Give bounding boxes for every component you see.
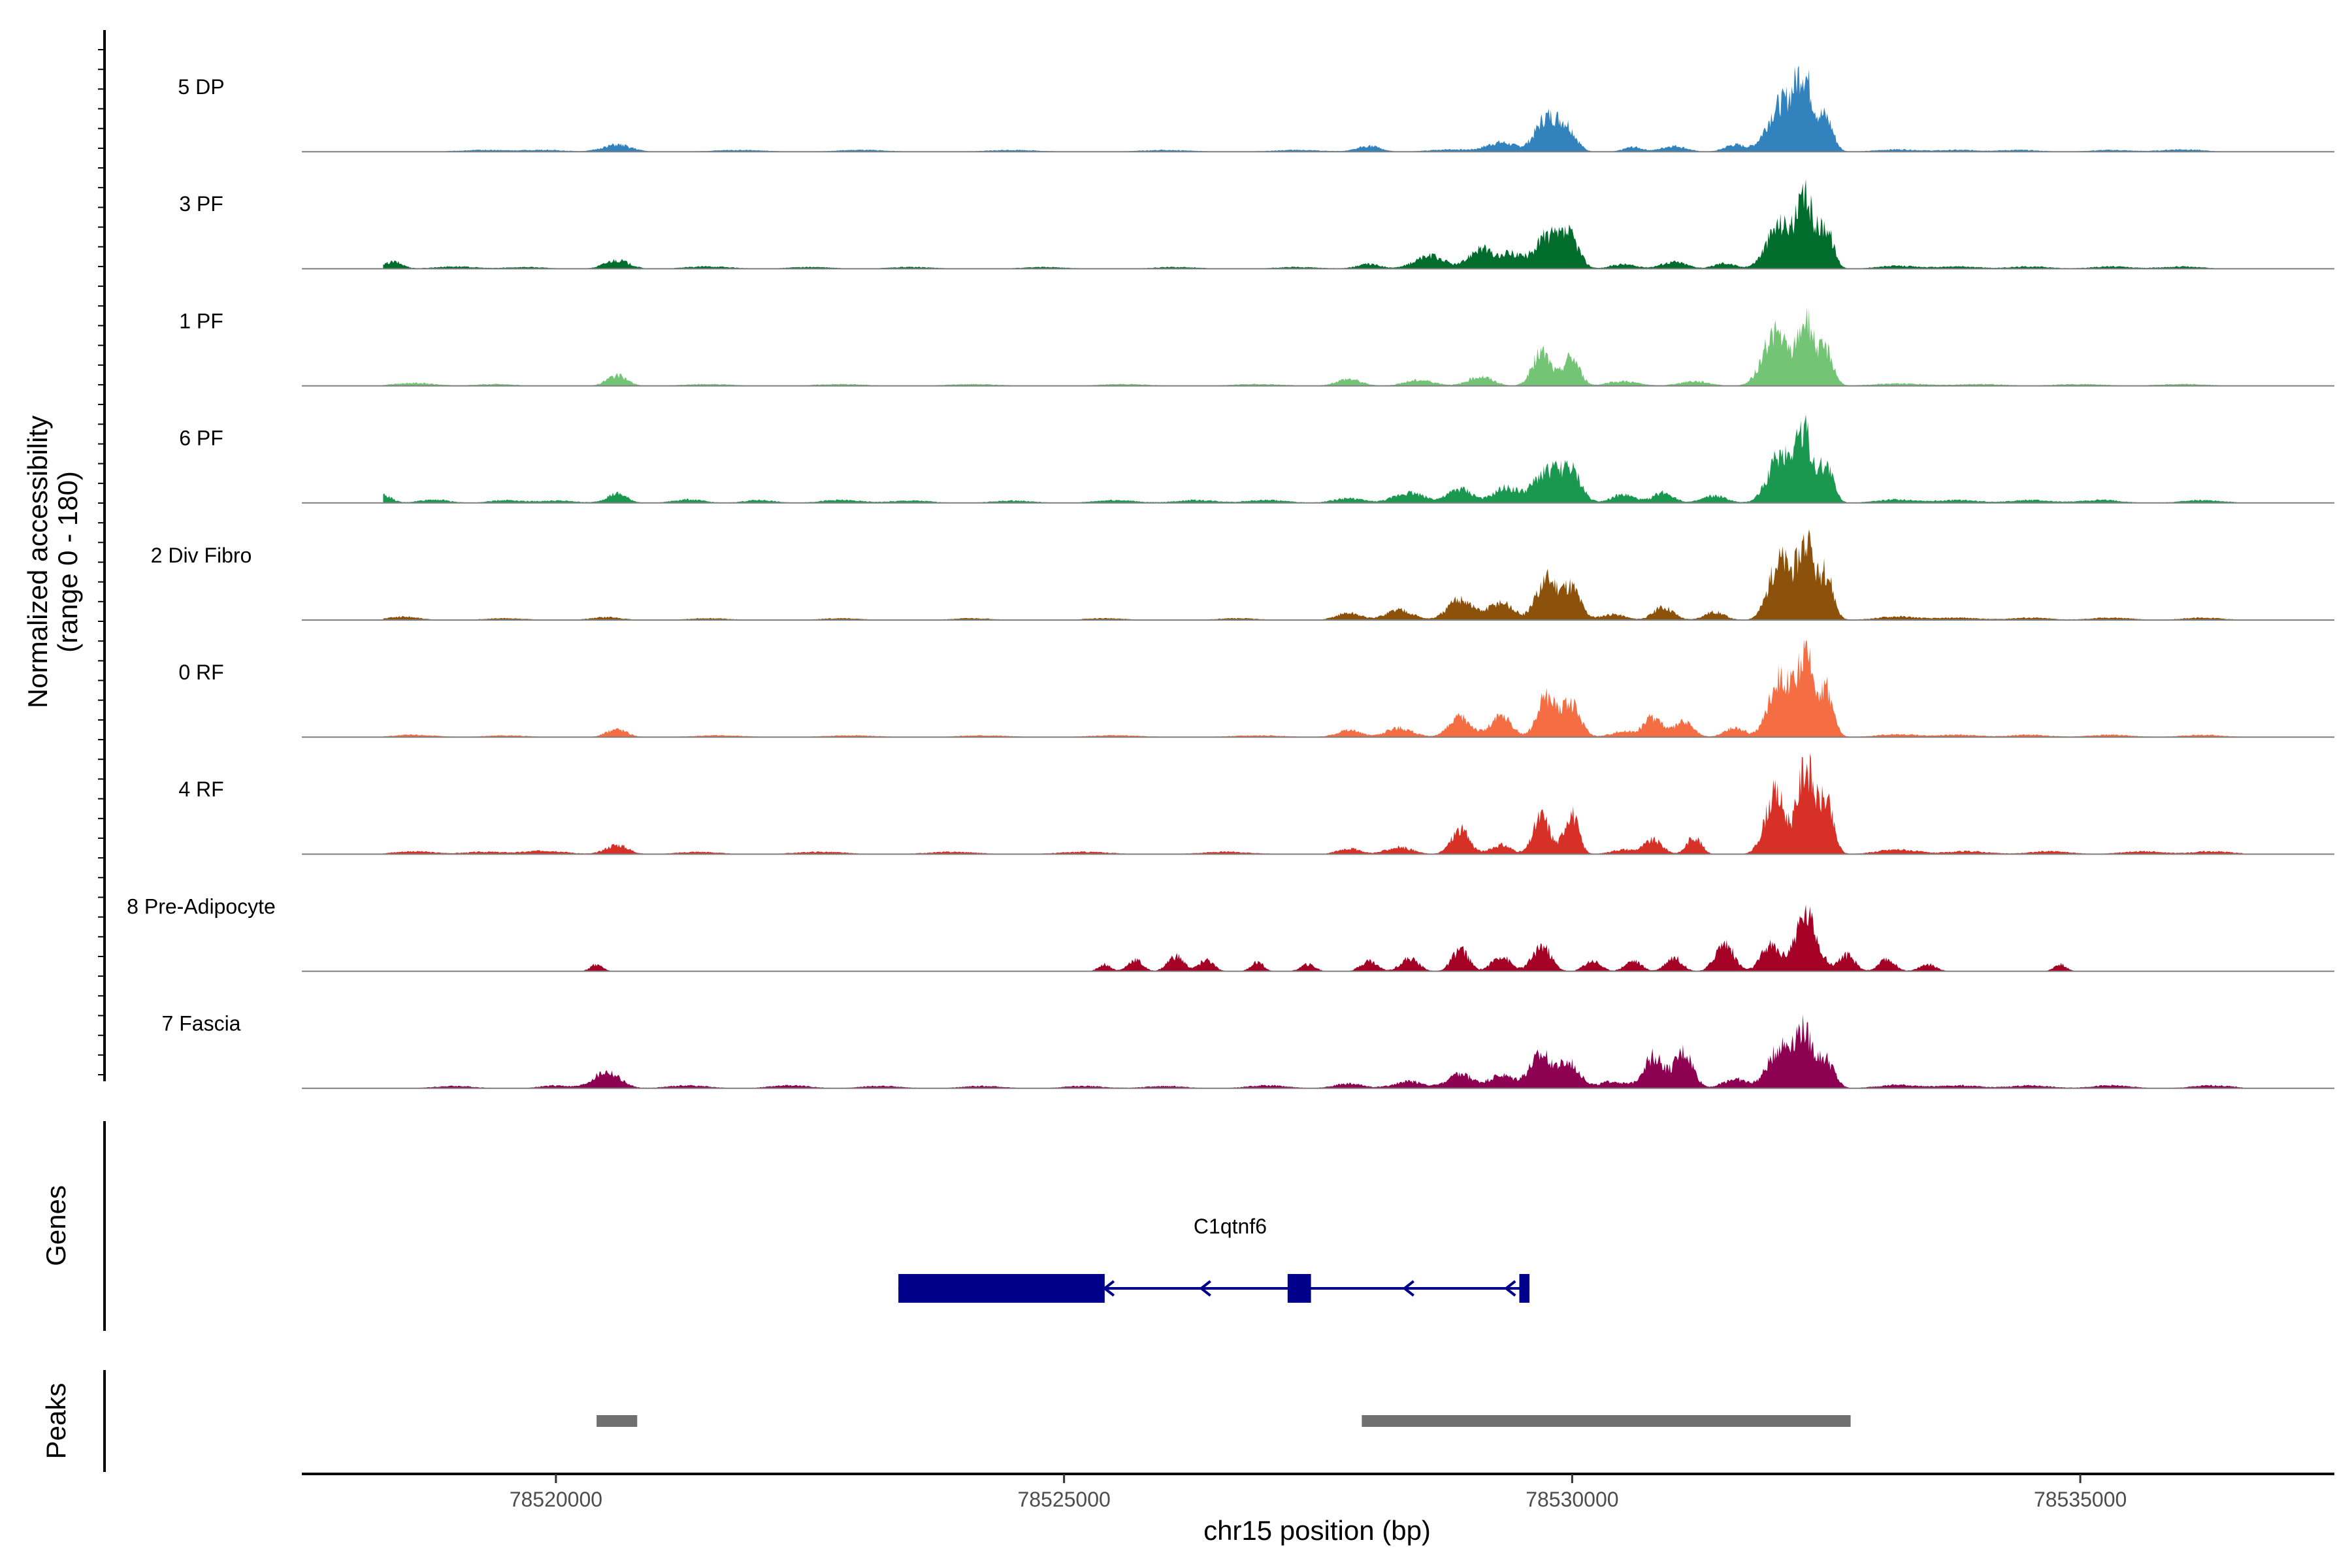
track-label: 7 Fascia	[162, 1012, 241, 1036]
strand-arrow	[1504, 1280, 1516, 1297]
track-label: 0 RF	[178, 661, 223, 684]
coverage-area	[383, 904, 2244, 972]
peak-regions	[596, 1415, 1851, 1427]
track-5-dp: 5 DP	[178, 65, 2334, 153]
strand-arrow	[1402, 1280, 1414, 1297]
y-axis-title-line2: (range 0 - 180)	[52, 471, 83, 653]
coverage-area	[383, 639, 2244, 738]
peaks-track-label: Peaks	[41, 1383, 71, 1460]
gene-c1qtnf6: C1qtnf6	[898, 1215, 1530, 1303]
coverage-area	[383, 306, 2244, 386]
track-3-pf: 3 PF	[179, 179, 2334, 270]
track-4-rf: 4 RF	[178, 753, 2334, 855]
gene-exon	[1287, 1274, 1311, 1303]
strand-arrow	[1199, 1280, 1211, 1297]
x-tick-label: 78535000	[2034, 1488, 2127, 1511]
coverage-area	[383, 179, 2244, 269]
track-label: 8 Pre-Adipocyte	[127, 894, 276, 918]
track-label: 1 PF	[179, 309, 223, 333]
peak-region	[596, 1415, 638, 1427]
track-7-fascia: 7 Fascia	[162, 1012, 2334, 1089]
coverage-area	[383, 1014, 2244, 1088]
gene-exon	[1519, 1274, 1530, 1303]
coverage-area	[383, 414, 2244, 503]
x-axis-ticks: 78520000 78525000 78530000 78535000	[510, 1474, 2127, 1511]
track-label: 5 DP	[178, 75, 224, 99]
coverage-area	[383, 65, 2244, 152]
x-axis-title: chr15 position (bp)	[1203, 1515, 1431, 1546]
gene-annotations: C1qtnf6	[898, 1215, 1530, 1303]
track-label: 2 Div Fibro	[151, 544, 252, 567]
track-0-rf: 0 RF	[178, 639, 2334, 738]
x-tick-label: 78520000	[510, 1488, 602, 1511]
coverage-area	[383, 529, 2244, 620]
track-1-pf: 1 PF	[179, 306, 2334, 387]
track-label: 3 PF	[179, 192, 223, 216]
x-tick-label: 78530000	[1526, 1488, 1618, 1511]
y-axis-title-line1: Normalized accessibility	[22, 416, 53, 708]
track-label: 6 PF	[179, 427, 223, 450]
gene-exon	[898, 1274, 1105, 1303]
track-2-div-fibro: 2 Div Fibro	[151, 529, 2334, 621]
x-tick-label: 78525000	[1017, 1488, 1110, 1511]
coverage-tracks: 5 DP 3 PF 1 PF 6 PF 2 Div Fibro 0 RF 4 RF 8 Pre…	[127, 65, 2334, 1089]
track-8-pre-adipocyte: 8 Pre-Adipocyte	[127, 894, 2334, 972]
gene-label: C1qtnf6	[1194, 1215, 1267, 1238]
coverage-y-axis	[98, 30, 106, 1081]
track-6-pf: 6 PF	[179, 414, 2334, 504]
peak-region	[1362, 1415, 1851, 1427]
track-label: 4 RF	[178, 777, 223, 801]
strand-arrow	[1102, 1280, 1115, 1297]
genes-track-label: Genes	[41, 1185, 71, 1266]
coverage-area	[383, 753, 2244, 855]
